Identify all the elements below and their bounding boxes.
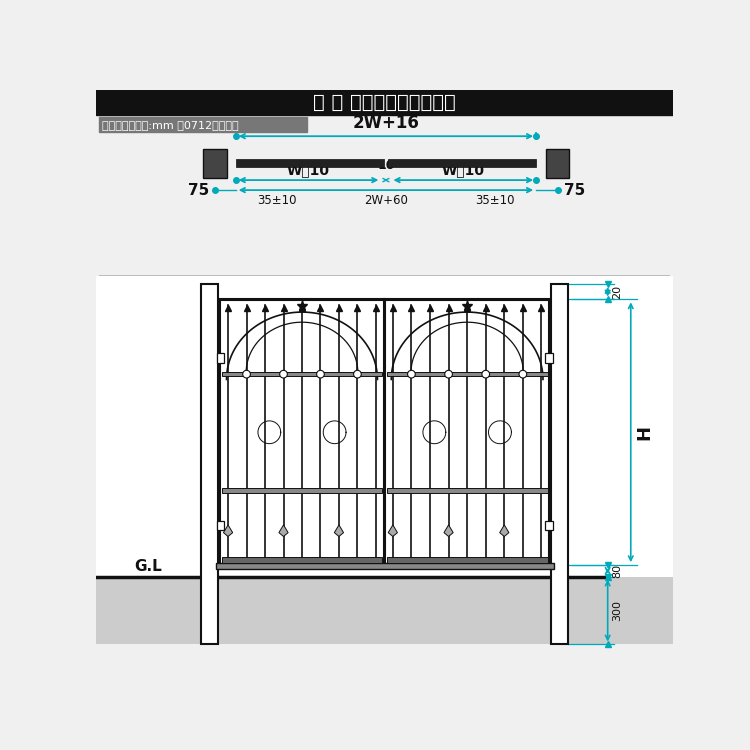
Bar (387, 556, 548, 562)
Text: 75: 75 (564, 182, 585, 197)
Text: W－10: W－10 (287, 163, 330, 177)
Circle shape (445, 370, 452, 378)
Bar (216, 562, 554, 569)
Circle shape (316, 370, 324, 378)
Bar (387, 372, 548, 376)
Bar (96, 90, 674, 115)
Circle shape (353, 370, 362, 378)
Circle shape (482, 370, 490, 378)
Text: 寸 法 図　（単位：ｍｍ）: 寸 法 図 （単位：ｍｍ） (313, 93, 456, 112)
Text: 納まり図　単位:mm （0712の場合）: 納まり図 単位:mm （0712の場合） (102, 120, 238, 130)
Polygon shape (334, 525, 344, 536)
Text: 2W+60: 2W+60 (364, 194, 408, 207)
FancyBboxPatch shape (546, 148, 569, 178)
Text: 300: 300 (612, 600, 622, 621)
Polygon shape (279, 525, 288, 536)
Text: H: H (635, 424, 653, 439)
Polygon shape (500, 525, 509, 536)
Circle shape (243, 370, 250, 378)
Circle shape (407, 370, 416, 378)
Text: 10: 10 (377, 160, 394, 172)
Text: 20: 20 (612, 285, 622, 298)
Bar (222, 488, 382, 493)
Bar (387, 488, 548, 493)
Text: W－10: W－10 (442, 163, 485, 177)
Text: 80: 80 (612, 564, 622, 578)
Text: 35±10: 35±10 (257, 194, 297, 207)
Bar (217, 353, 224, 362)
Text: 2W+16: 2W+16 (352, 114, 419, 132)
Bar (220, 299, 550, 565)
Circle shape (519, 370, 526, 378)
Bar (220, 300, 383, 564)
Bar (96, 276, 674, 644)
Bar (388, 159, 536, 167)
Polygon shape (388, 525, 398, 536)
Text: 75: 75 (188, 182, 209, 197)
Bar (222, 372, 382, 376)
Bar (551, 284, 568, 644)
Bar (545, 520, 553, 530)
FancyBboxPatch shape (203, 148, 226, 178)
Bar (100, 117, 308, 132)
Bar (201, 284, 218, 644)
Text: 35±10: 35±10 (475, 194, 514, 207)
Polygon shape (224, 525, 232, 536)
Circle shape (280, 370, 287, 378)
Bar (545, 353, 553, 362)
Bar (96, 577, 674, 644)
Bar (222, 556, 382, 562)
Bar (386, 300, 549, 564)
Polygon shape (444, 525, 453, 536)
Bar (236, 159, 383, 167)
Bar (217, 520, 224, 530)
Text: G.L: G.L (134, 560, 162, 574)
